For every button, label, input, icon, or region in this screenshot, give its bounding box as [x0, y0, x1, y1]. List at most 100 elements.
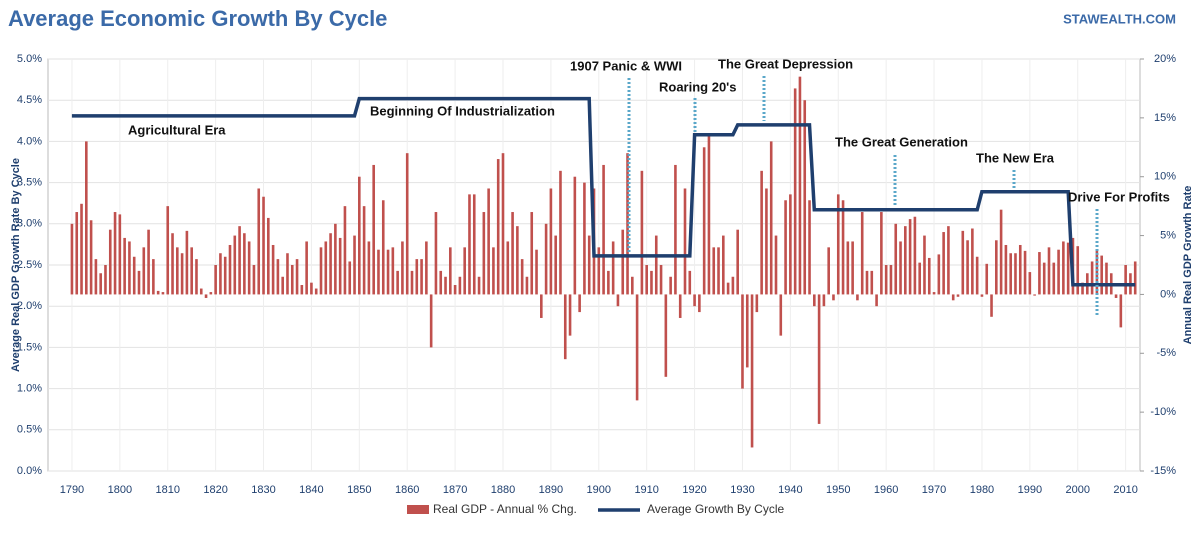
bar	[472, 194, 476, 295]
bar	[937, 254, 941, 295]
bar	[89, 220, 93, 295]
y2-tick-label: 15%	[1154, 112, 1176, 124]
bar	[731, 276, 735, 295]
bar	[798, 76, 802, 295]
bar	[199, 288, 203, 295]
bar	[951, 294, 955, 301]
bar	[233, 235, 237, 295]
x-tick-label: 1880	[491, 484, 515, 496]
x-tick-label: 1830	[251, 484, 275, 496]
bar	[492, 247, 495, 295]
bar	[204, 294, 208, 298]
x-tick-label: 1910	[634, 484, 658, 496]
x-tick-label: 1980	[970, 484, 994, 496]
bar	[904, 226, 907, 295]
bar	[774, 235, 778, 295]
bar	[884, 265, 888, 295]
x-tick-label: 1820	[203, 484, 227, 496]
bar	[281, 276, 284, 295]
bar	[377, 249, 380, 295]
bar	[319, 247, 323, 295]
bar	[75, 212, 79, 295]
x-tick-label: 1840	[299, 484, 323, 496]
bar	[1023, 250, 1027, 295]
bar	[1105, 262, 1108, 295]
bar	[171, 233, 174, 295]
bar	[765, 188, 768, 295]
legend-swatch	[407, 505, 429, 514]
bar	[334, 223, 337, 295]
bar	[587, 235, 591, 295]
bar	[123, 237, 126, 295]
bar	[338, 237, 342, 295]
bar	[927, 257, 931, 295]
annotation: Roaring 20's	[659, 79, 737, 94]
bar	[362, 206, 366, 295]
bar	[1004, 244, 1008, 295]
bar	[156, 290, 160, 295]
bar	[611, 241, 615, 295]
bar	[971, 228, 974, 295]
bar	[1052, 262, 1056, 295]
bar	[228, 244, 232, 295]
x-tick-label: 2000	[1065, 484, 1089, 496]
bar	[932, 292, 936, 295]
bar	[966, 240, 969, 295]
bar	[1100, 255, 1103, 295]
bar	[956, 294, 960, 297]
annotation: Drive For Profits	[1068, 189, 1170, 204]
y2-tick-label: -15%	[1150, 465, 1176, 477]
bar	[1057, 249, 1060, 295]
bar	[698, 294, 701, 313]
bar	[1028, 272, 1032, 295]
bar	[535, 249, 538, 295]
bar	[195, 259, 198, 295]
bar	[1114, 294, 1118, 298]
y2-tick-label: -10%	[1150, 406, 1176, 418]
line	[71, 96, 1136, 287]
bar	[243, 233, 246, 295]
y-tick-label: 1.5%	[17, 341, 42, 353]
bar	[381, 200, 385, 295]
bar	[94, 259, 98, 295]
bar	[142, 247, 146, 295]
x-tick-label: 1870	[443, 484, 467, 496]
bar	[865, 270, 869, 295]
bar	[223, 256, 227, 295]
annotation: The Great Generation	[835, 134, 968, 149]
bar	[717, 247, 720, 295]
bar	[477, 276, 481, 295]
bar	[295, 259, 299, 295]
x-tick-label: 1960	[874, 484, 898, 496]
y-tick-label: 4.5%	[17, 94, 42, 106]
bar	[128, 241, 131, 295]
bar	[386, 249, 390, 295]
bar	[1018, 244, 1022, 295]
bar	[659, 265, 663, 295]
bar	[190, 247, 193, 295]
bar	[683, 188, 687, 295]
bar	[104, 265, 107, 295]
bar	[1119, 294, 1123, 328]
bar	[166, 206, 170, 295]
x-tick-label: 2010	[1113, 484, 1137, 496]
bar	[1090, 261, 1094, 295]
y2-tick-label: 10%	[1154, 171, 1176, 183]
bar	[942, 232, 945, 295]
bar	[209, 292, 213, 295]
bar	[214, 265, 217, 295]
bar	[645, 265, 648, 295]
bar	[573, 176, 577, 295]
bar	[1047, 247, 1051, 295]
bar	[851, 241, 854, 295]
bar	[343, 206, 347, 295]
bar	[688, 270, 692, 295]
bar	[975, 256, 979, 295]
bar	[314, 288, 318, 295]
bar	[693, 294, 696, 307]
bar	[247, 241, 251, 295]
x-tick-label: 1920	[682, 484, 706, 496]
bar	[674, 164, 677, 295]
bar	[185, 230, 189, 295]
x-tick-label: 1900	[587, 484, 611, 496]
